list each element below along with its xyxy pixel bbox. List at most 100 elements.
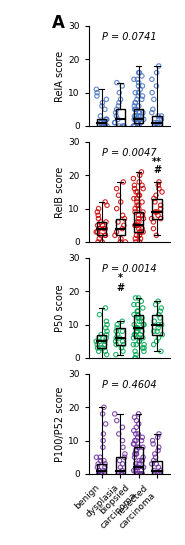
- Point: [95, 85, 98, 94]
- Point: [98, 466, 101, 475]
- Point: [160, 115, 163, 124]
- Bar: [152, 116, 162, 126]
- Point: [155, 208, 158, 216]
- Point: [97, 238, 100, 246]
- Point: [152, 340, 155, 349]
- Point: [141, 433, 144, 441]
- Point: [99, 456, 102, 465]
- Point: [133, 310, 136, 319]
- Point: [121, 459, 124, 468]
- Point: [115, 105, 118, 114]
- Point: [161, 187, 164, 196]
- Point: [116, 320, 119, 329]
- Point: [133, 453, 136, 462]
- Point: [104, 231, 107, 240]
- Point: [159, 307, 162, 316]
- Point: [137, 307, 139, 316]
- Point: [123, 450, 126, 458]
- Point: [119, 198, 122, 207]
- Y-axis label: RelB score: RelB score: [56, 166, 65, 217]
- Point: [104, 115, 107, 124]
- Point: [101, 122, 104, 130]
- Point: [120, 343, 123, 352]
- Point: [151, 88, 154, 97]
- Point: [117, 101, 120, 110]
- Point: [96, 228, 99, 237]
- Point: [114, 108, 117, 117]
- Point: [137, 211, 140, 220]
- Point: [122, 178, 125, 186]
- Point: [99, 231, 102, 240]
- Point: [104, 225, 107, 233]
- Point: [142, 115, 145, 124]
- Point: [134, 105, 137, 114]
- Point: [153, 450, 156, 458]
- Point: [136, 433, 139, 441]
- Point: [132, 440, 135, 449]
- Point: [136, 118, 139, 127]
- Point: [141, 82, 144, 90]
- Point: [105, 317, 108, 325]
- Point: [96, 340, 99, 349]
- Point: [142, 347, 145, 356]
- Point: [135, 446, 138, 455]
- Point: [99, 453, 102, 462]
- Point: [138, 459, 141, 468]
- Point: [102, 436, 105, 445]
- Point: [135, 470, 138, 479]
- Point: [140, 297, 143, 306]
- Point: [141, 327, 144, 336]
- Point: [135, 463, 138, 471]
- Point: [132, 122, 135, 130]
- Point: [101, 443, 104, 452]
- Point: [138, 238, 141, 246]
- Point: [152, 194, 155, 203]
- Point: [102, 429, 105, 438]
- Point: [138, 115, 141, 124]
- Point: [137, 82, 140, 90]
- Point: [139, 85, 142, 94]
- Point: [104, 324, 107, 332]
- Y-axis label: P50 score: P50 score: [56, 284, 65, 332]
- Point: [134, 294, 137, 302]
- Point: [117, 217, 120, 226]
- Point: [121, 347, 124, 356]
- Point: [135, 221, 138, 229]
- Point: [133, 105, 136, 114]
- Point: [137, 101, 140, 110]
- Point: [135, 198, 138, 207]
- Point: [102, 118, 105, 127]
- Point: [157, 324, 160, 332]
- Point: [115, 78, 118, 87]
- Point: [101, 122, 104, 130]
- Point: [141, 92, 144, 100]
- Point: [141, 198, 144, 207]
- Point: [104, 420, 107, 428]
- Point: [134, 459, 137, 468]
- Point: [150, 214, 153, 223]
- Point: [134, 350, 137, 359]
- Point: [135, 95, 138, 104]
- Point: [132, 174, 135, 183]
- Point: [135, 327, 138, 336]
- Point: [153, 122, 156, 130]
- Point: [98, 310, 101, 319]
- Point: [133, 181, 136, 190]
- Point: [134, 450, 137, 458]
- Point: [103, 340, 106, 349]
- Point: [120, 470, 123, 479]
- Point: [135, 327, 138, 336]
- Point: [142, 453, 145, 462]
- Point: [135, 231, 138, 240]
- Point: [113, 118, 116, 127]
- Point: [157, 320, 160, 329]
- Point: [156, 433, 159, 441]
- Point: [158, 122, 161, 130]
- Point: [142, 214, 145, 223]
- Point: [158, 470, 161, 479]
- Point: [137, 68, 140, 77]
- Point: [134, 347, 137, 356]
- Point: [152, 95, 155, 104]
- Point: [106, 327, 109, 336]
- Point: [119, 463, 122, 471]
